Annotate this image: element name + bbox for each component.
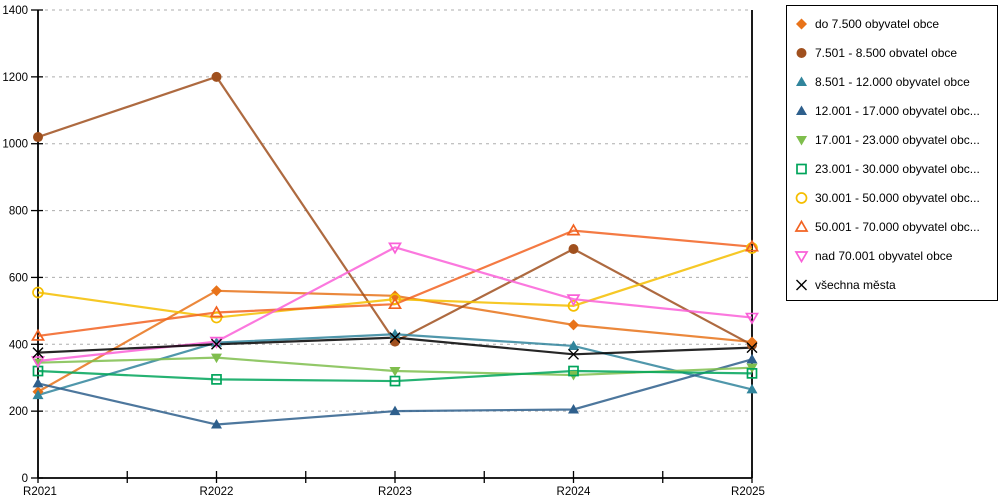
- series-marker: [389, 293, 401, 306]
- series-marker: [211, 353, 222, 364]
- series-marker: [568, 244, 579, 255]
- series-marker: [746, 342, 758, 354]
- legend-item-label: 30.001 - 50.000 obyvatel obc...: [815, 190, 980, 205]
- series-marker: [389, 290, 401, 302]
- series-marker: [32, 389, 44, 400]
- x-axis-tick-label: R2024: [557, 486, 591, 498]
- series-marker: [31, 328, 45, 341]
- series-line-5: [37, 369, 753, 383]
- x-axis-tick-label: R2022: [200, 486, 234, 498]
- legend-item-6: 30.001 - 50.000 obyvatel obc...: [794, 183, 997, 212]
- y-axis-tick-label: 800: [9, 206, 28, 218]
- legend-item-label: 23.001 - 30.000 obyvatel obc...: [815, 161, 980, 176]
- series-marker: [745, 312, 759, 325]
- legend-item-1: 7.501 - 8.500 obvatel obce: [794, 38, 997, 67]
- series-marker: [568, 348, 579, 360]
- series-marker: [32, 286, 44, 299]
- series-marker: [568, 403, 579, 414]
- y-axis-tick-label: 1000: [2, 139, 28, 151]
- series-marker: [568, 340, 579, 350]
- x-legend-marker-icon: [796, 279, 807, 291]
- series-marker: [211, 71, 222, 82]
- triangle-up-legend-marker-icon: [796, 76, 807, 86]
- series-marker: [211, 374, 222, 385]
- legend-item-label: 12.001 - 17.000 obyvatel obc...: [815, 103, 980, 118]
- series-marker: [746, 353, 758, 364]
- legend-item-label: 8.501 - 12.000 obyvatel obce: [815, 74, 970, 89]
- legend-item-4: 17.001 - 23.000 obyvatel obc...: [794, 125, 997, 154]
- series-marker: [211, 419, 222, 429]
- legend-item-label: do 7.500 obyvatel obce: [815, 16, 940, 31]
- triangle-down-legend-marker-icon: [794, 251, 809, 263]
- y-axis-tick-label: 400: [9, 339, 28, 351]
- series-marker: [389, 328, 401, 339]
- triangle-up-legend-marker-icon: [796, 105, 807, 115]
- legend-item-label: 17.001 - 23.000 obyvatel obc...: [815, 132, 980, 147]
- legend: do 7.500 obyvatel obce 7.501 - 8.500 obva…: [786, 5, 998, 301]
- y-axis-tick-label: 200: [9, 406, 28, 418]
- y-axis-tick-label: 0: [22, 473, 28, 485]
- y-axis-tick-label: 600: [9, 272, 28, 284]
- series-marker: [568, 319, 579, 331]
- legend-item-8: nad 70.001 obyvatel obce: [794, 241, 997, 270]
- series-marker: [210, 311, 223, 324]
- circle-legend-marker-icon: [796, 48, 807, 58]
- legend-item-9: všechna města: [794, 270, 997, 299]
- x-axis-tick-label: R2023: [378, 486, 412, 498]
- legend-item-7: 50.001 - 70.000 obyvatel obc...: [794, 212, 997, 241]
- triangle-up-legend-marker-icon: [794, 219, 809, 232]
- series-marker: [566, 223, 581, 236]
- legend-item-label: všechna města: [815, 277, 896, 292]
- legend-item-5: 23.001 - 30.000 obyvatel obc...: [794, 154, 997, 183]
- series-marker: [31, 356, 45, 369]
- legend-item-2: 8.501 - 12.000 obyvatel obce: [794, 67, 997, 96]
- legend-item-label: 50.001 - 70.000 obyvatel obc...: [815, 219, 980, 234]
- y-axis-tick-label: 1400: [2, 5, 28, 17]
- series-marker: [209, 305, 224, 318]
- x-axis-tick-label: R2021: [23, 486, 57, 498]
- x-axis-tick-label: R2025: [731, 486, 765, 498]
- series-marker: [211, 337, 222, 347]
- series-marker: [32, 377, 44, 388]
- series-marker: [389, 332, 401, 344]
- triangle-down-legend-marker-icon: [796, 136, 807, 146]
- series-marker: [388, 296, 402, 310]
- series-marker: [211, 338, 222, 350]
- series-marker: [211, 285, 222, 297]
- series-marker: [746, 368, 758, 379]
- legend-item-label: nad 70.001 obyvatel obce: [815, 248, 953, 263]
- y-axis-tick-label: 1200: [2, 72, 28, 84]
- series-marker: [32, 347, 44, 359]
- legend-item-0: do 7.500 obyvatel obce: [794, 9, 997, 38]
- series-marker: [389, 405, 401, 416]
- series-marker: [388, 242, 402, 255]
- series-marker: [746, 383, 758, 394]
- series-marker: [566, 294, 581, 307]
- series-marker: [389, 367, 401, 377]
- series-marker: [33, 132, 43, 143]
- series-marker: [746, 242, 758, 254]
- legend-item-label: 7.501 - 8.500 obvatel obce: [815, 45, 958, 60]
- diamond-legend-marker-icon: [796, 18, 807, 30]
- series-marker: [389, 375, 401, 387]
- series-marker: [567, 299, 580, 312]
- square-legend-marker-icon: [796, 163, 807, 175]
- circle-legend-marker-icon: [795, 192, 808, 204]
- legend-item-3: 12.001 - 17.000 obyvatel obc...: [794, 96, 997, 125]
- line-chart-plot: 0 200 400 600 800 1000 1200 1400 R2021 R2022 R2023…: [2, 5, 765, 498]
- series-marker: [745, 239, 759, 252]
- series-marker: [568, 365, 579, 377]
